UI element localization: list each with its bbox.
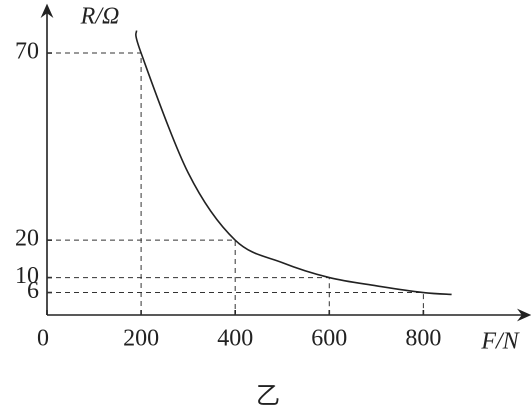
y-tick-label: 20: [15, 226, 39, 252]
x-tick-label: 200: [123, 326, 159, 352]
x-tick-label: 800: [405, 326, 441, 352]
x-tick-label: 600: [311, 326, 347, 352]
x-tick-label: 0: [37, 326, 49, 352]
y-tick-label: 70: [15, 39, 39, 65]
curve: [135, 30, 452, 296]
guide-line: [47, 277, 330, 315]
guide-line: [47, 239, 236, 315]
y-tick-label: 10: [15, 263, 39, 289]
x-axis-label: F/N: [480, 329, 520, 355]
guide-line: [47, 292, 424, 315]
caption: 乙: [256, 384, 280, 410]
y-axis-label: R/Ω: [80, 4, 120, 30]
guide-line: [47, 52, 142, 315]
x-tick-label: 400: [217, 326, 253, 352]
y-tick-label: 6: [27, 278, 39, 304]
